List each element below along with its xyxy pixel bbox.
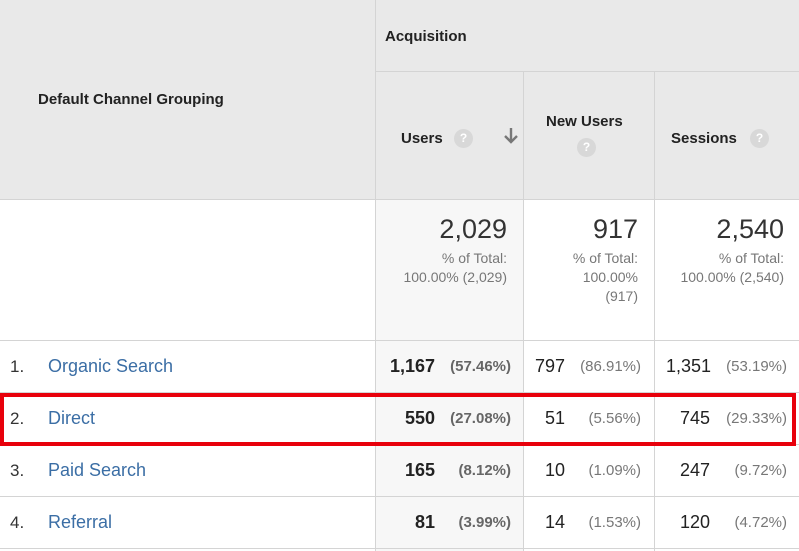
divider [0,392,799,393]
arrow-down-icon[interactable] [503,127,519,145]
users-value: 550 [404,408,435,428]
divider [375,0,376,551]
table-row: 2. Direct 550 (27.08%) 51 (5.56%) 745 (2… [0,393,799,445]
total-new-users-pct: 100.00% [582,269,638,285]
divider [523,72,524,551]
new-users-percent: (86.91%) [580,358,641,375]
users-value: 165 [404,460,435,480]
new-users-percent: (5.56%) [588,410,641,427]
divider [654,72,655,551]
total-users-label: % of Total: [441,250,507,266]
new-users-value: 14 [545,512,566,532]
new-users-value: 51 [545,408,566,428]
sessions-header[interactable]: Sessions [671,130,737,147]
highlight-box [0,393,796,446]
sessions-percent: (9.72%) [734,462,787,479]
users-percent: (3.99%) [458,514,511,531]
channel-link-paid-search[interactable]: Paid Search [48,460,147,480]
users-percent: (8.12%) [458,462,511,479]
users-header[interactable]: Users [401,130,443,147]
users-column-shade [376,200,523,551]
divider [0,340,799,341]
sessions-percent: (4.72%) [734,514,787,531]
divider [0,199,799,200]
sessions-value: 745 [680,408,711,428]
row-number: 3. [10,461,25,480]
sessions-help-icon[interactable]: ? [750,129,769,148]
users-help-icon[interactable]: ? [454,129,473,148]
table-header [0,0,799,200]
sessions-value: 120 [680,512,711,532]
users-percent: (27.08%) [450,410,511,427]
dimension-header[interactable]: Default Channel Grouping [38,91,224,108]
users-percent: (57.46%) [450,358,511,375]
total-users: 2,029 [439,214,507,244]
table-row: 4. Referral 81 (3.99%) 14 (1.53%) 120 (4… [0,497,799,549]
total-sessions: 2,540 [716,214,784,244]
row-number: 2. [10,409,25,428]
new-users-value: 797 [535,356,566,376]
sessions-percent: (53.19%) [726,358,787,375]
total-users-pct: 100.00% (2,029) [403,269,507,285]
row-number: 4. [10,513,25,532]
new-users-percent: (1.09%) [588,462,641,479]
total-sessions-pct: 100.00% (2,540) [680,269,784,285]
new-users-help-icon[interactable]: ? [577,138,596,157]
sessions-value: 1,351 [666,356,712,376]
users-value: 81 [414,512,435,532]
table-row: 3. Paid Search 165 (8.12%) 10 (1.09%) 24… [0,445,799,497]
table-row: 1. Organic Search 1,167 (57.46%) 797 (86… [0,341,799,393]
acquisition-group-header: Acquisition [385,28,467,45]
channel-link-referral[interactable]: Referral [48,512,113,532]
divider [0,496,799,497]
channel-link-direct[interactable]: Direct [48,408,96,428]
new-users-value: 10 [545,460,566,480]
channel-link-organic-search[interactable]: Organic Search [48,356,174,376]
new-users-percent: (1.53%) [588,514,641,531]
total-new-users: 917 [592,214,638,244]
total-new-users-count: (917) [605,288,638,304]
total-sessions-label: % of Total: [718,250,784,266]
new-users-header[interactable]: New Users [546,113,623,130]
divider [0,548,799,549]
total-new-users-label: % of Total: [572,250,638,266]
users-value: 1,167 [389,356,435,376]
divider [376,71,799,72]
sessions-percent: (29.33%) [726,410,787,427]
row-number: 1. [10,357,25,376]
sessions-value: 247 [680,460,711,480]
